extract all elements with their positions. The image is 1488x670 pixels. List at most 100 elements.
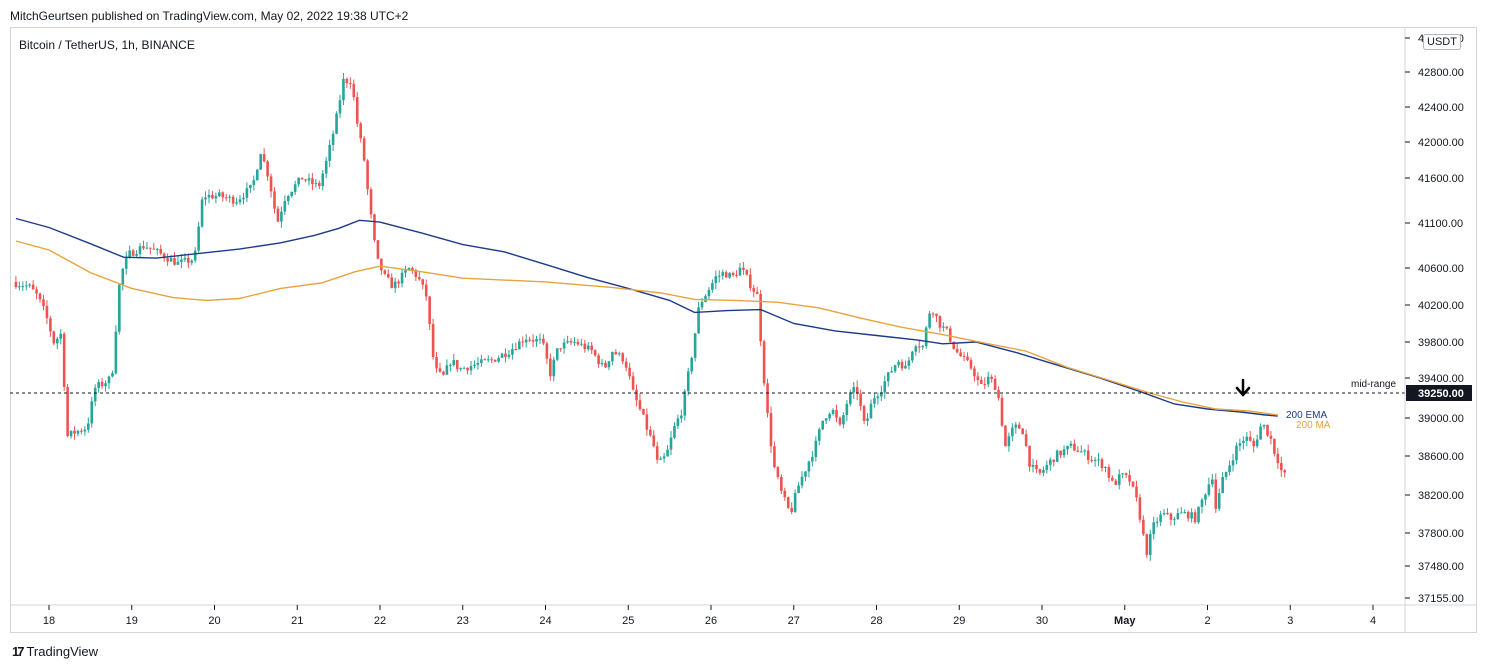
- candle-body: [604, 362, 607, 368]
- candle-body: [1097, 459, 1100, 461]
- x-tick-label: May: [1114, 615, 1136, 627]
- candle-body: [614, 352, 618, 355]
- candle-body: [1055, 450, 1059, 462]
- y-tick-label: 38600.00: [1418, 451, 1464, 463]
- candlestick-series: [14, 73, 1287, 561]
- candle-body: [1169, 513, 1173, 520]
- candle-body: [959, 352, 962, 357]
- x-tick-label: 20: [208, 615, 220, 627]
- candle-body: [711, 282, 714, 290]
- candle-body: [538, 338, 542, 340]
- tradingview-brand[interactable]: 17 TradingView: [12, 644, 98, 659]
- candle-body: [869, 403, 873, 419]
- candle-body: [90, 401, 94, 424]
- candle-body: [245, 188, 249, 198]
- candle-body: [697, 307, 700, 334]
- candle-body: [917, 346, 921, 348]
- candle-body: [304, 179, 307, 181]
- candle-body: [966, 356, 969, 361]
- candle-body: [55, 338, 59, 344]
- candle-body: [421, 279, 425, 285]
- candle-body: [280, 211, 283, 222]
- candle-body: [980, 380, 983, 384]
- candle-body: [259, 154, 263, 170]
- candle-body: [1111, 477, 1114, 481]
- candle-body: [717, 275, 721, 277]
- candle-body: [28, 284, 31, 286]
- candle-body: [369, 189, 373, 215]
- candle-body: [376, 240, 380, 259]
- candle-body: [14, 281, 18, 288]
- candle-body: [1224, 472, 1228, 477]
- candle-body: [1173, 519, 1176, 521]
- candle-body: [738, 267, 742, 276]
- candle-body: [1104, 467, 1107, 469]
- candle-body: [462, 367, 466, 369]
- candle-body: [921, 346, 925, 348]
- candle-body: [42, 299, 45, 307]
- candle-body: [355, 97, 359, 124]
- candle-body: [866, 418, 869, 421]
- candle-body: [111, 373, 114, 377]
- candle-body: [983, 383, 987, 385]
- candle-body: [1255, 439, 1259, 447]
- candle-body: [1000, 397, 1004, 426]
- candle-body: [331, 133, 335, 145]
- candle-body: [721, 272, 725, 276]
- candle-body: [397, 281, 400, 284]
- candle-body: [1024, 434, 1028, 446]
- candle-body: [900, 361, 904, 369]
- candle-body: [845, 403, 849, 416]
- candle-body: [1190, 512, 1193, 519]
- candle-body: [142, 246, 145, 249]
- candle-body: [786, 497, 790, 508]
- candle-body: [693, 333, 697, 358]
- y-tick-label: 41600.00: [1418, 173, 1464, 185]
- candle-body: [500, 353, 504, 358]
- candle-body: [1266, 424, 1269, 436]
- candle-body: [442, 371, 445, 375]
- x-tick-label: 23: [457, 615, 469, 627]
- candle-body: [890, 371, 893, 373]
- candle-body: [1283, 470, 1287, 473]
- candle-body: [897, 361, 900, 366]
- candle-body: [790, 507, 793, 512]
- time-axis[interactable]: 18 19 20 21 22 23 24 25 26 27 28 29 30 May 2 3 4: [10, 604, 1477, 627]
- price-axis[interactable]: 43200.0042800.0042400.0042000.0041600.00…: [1404, 28, 1464, 633]
- chart-frame[interactable]: [10, 27, 1477, 633]
- candle-body: [580, 343, 583, 345]
- candle-body: [1017, 424, 1021, 429]
- candle-body: [31, 284, 35, 290]
- candle-body: [938, 316, 942, 328]
- candle-body: [1066, 445, 1069, 450]
- publisher-info: MitchGeurtsen published on TradingView.c…: [10, 9, 409, 23]
- candle-body: [1086, 450, 1090, 461]
- currency-badge[interactable]: USDT: [1423, 34, 1461, 50]
- candle-body: [1124, 473, 1128, 476]
- candle-body: [990, 376, 993, 379]
- candle-body: [835, 409, 838, 418]
- candle-body: [266, 161, 269, 177]
- candle-body: [352, 83, 356, 98]
- candle-body: [114, 331, 118, 374]
- candle-body: [945, 326, 949, 329]
- candle-body: [1193, 512, 1197, 523]
- candle-body: [573, 341, 576, 343]
- candle-body: [600, 362, 604, 365]
- candle-body: [986, 376, 990, 385]
- candle-body: [328, 144, 331, 161]
- candle-body: [87, 423, 90, 430]
- candle-body: [535, 338, 538, 342]
- candle-body: [1048, 459, 1052, 465]
- candle-body: [180, 259, 183, 262]
- candle-body: [624, 361, 628, 368]
- candle-body: [228, 196, 231, 198]
- candle-body: [655, 446, 659, 460]
- candle-body: [459, 368, 462, 370]
- candle-body: [49, 318, 52, 332]
- candle-body: [400, 272, 404, 284]
- candle-body: [483, 359, 487, 361]
- candle-body: [135, 254, 138, 256]
- candle-body: [773, 446, 776, 468]
